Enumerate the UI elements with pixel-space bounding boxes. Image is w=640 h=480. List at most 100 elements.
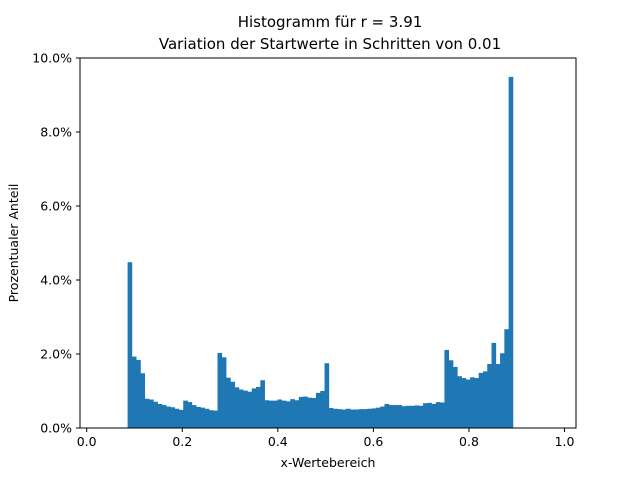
histogram-bar — [251, 388, 257, 428]
x-tick-label: 0.6 — [363, 434, 383, 449]
histogram-bar — [491, 342, 497, 428]
histogram-bar — [324, 363, 330, 428]
histogram-bar — [452, 366, 458, 428]
histogram-bar — [208, 410, 214, 428]
chart-subtitle: Variation der Startwerte in Schritten vo… — [159, 35, 501, 53]
histogram-bar — [410, 405, 415, 428]
histogram-bar — [238, 389, 244, 428]
histogram-bar — [363, 409, 368, 428]
histogram-bar — [427, 402, 432, 428]
histogram-bar — [457, 376, 462, 428]
histogram-bar — [294, 400, 300, 428]
histogram-bar — [161, 405, 167, 428]
histogram-bar — [204, 408, 210, 428]
histogram-bar — [260, 380, 265, 428]
histogram-bar — [504, 329, 509, 428]
histogram-bar — [333, 408, 338, 428]
y-axis-ticks: 0.0% 2.0% 4.0% 6.0% 8.0% 10.0% — [32, 51, 80, 436]
histogram-bar — [213, 410, 218, 428]
histogram-bar — [157, 403, 163, 428]
histogram-bar — [307, 397, 313, 428]
histogram-bar — [375, 407, 381, 428]
histogram-bar — [217, 352, 223, 428]
histogram-bar — [264, 400, 270, 428]
histogram-bar — [337, 409, 343, 428]
histogram-bar — [401, 406, 407, 428]
histogram-bar — [273, 400, 278, 428]
x-tick-label: 1.0 — [555, 434, 575, 449]
histogram-bar — [277, 399, 283, 428]
histogram-bar — [298, 396, 304, 428]
histogram-bar — [127, 262, 133, 428]
histogram-bar — [303, 396, 308, 428]
histogram-bar — [234, 387, 240, 428]
histogram-bar — [414, 405, 420, 428]
histogram-bar — [345, 408, 351, 428]
histogram-bar — [183, 400, 188, 428]
x-tick-label: 0.4 — [268, 434, 288, 449]
histogram-bar — [286, 401, 291, 428]
histogram-bar — [393, 405, 398, 428]
x-tick-label: 0.2 — [172, 434, 192, 449]
y-tick-label: 6.0% — [40, 199, 72, 214]
histogram-bar — [131, 356, 137, 428]
histogram-bar — [187, 402, 193, 428]
histogram-bar — [482, 371, 488, 428]
plot-frame — [79, 57, 577, 429]
histogram-bar — [221, 357, 227, 428]
histogram-bar — [354, 409, 360, 428]
histogram-bar — [448, 360, 454, 428]
histogram-bar — [178, 409, 184, 428]
histogram-bar — [487, 363, 492, 428]
histogram-bar — [136, 359, 141, 428]
y-tick-label: 4.0% — [40, 273, 72, 288]
histogram-bar — [281, 400, 287, 428]
histogram-bar — [397, 405, 402, 428]
histogram-bar — [144, 398, 150, 428]
histogram-bar — [367, 408, 372, 428]
histogram-bar — [290, 399, 295, 428]
histogram-bar — [200, 407, 206, 428]
histogram-bar — [174, 408, 180, 428]
histogram-bar — [256, 386, 261, 428]
histogram-bar — [405, 405, 411, 428]
histogram-bar — [470, 377, 475, 428]
histogram-bar — [380, 406, 385, 428]
x-tick-label: 0.8 — [459, 434, 479, 449]
histogram-bar — [149, 399, 154, 428]
y-axis-label: Prozentualer Anteil — [6, 184, 21, 303]
histogram-bar — [440, 402, 445, 428]
histogram-bar — [170, 407, 176, 428]
histogram-bar — [341, 409, 347, 428]
histogram-bar — [384, 403, 390, 428]
chart-title: Histogramm für r = 3.91 — [238, 13, 423, 31]
x-tick-label: 0.0 — [77, 434, 97, 449]
histogram-bar — [358, 409, 364, 428]
histogram-bar — [140, 373, 146, 428]
histogram-bar — [474, 378, 480, 428]
histogram-bar — [230, 381, 235, 428]
histogram-bar — [166, 406, 171, 428]
y-tick-label: 8.0% — [40, 125, 72, 140]
histogram-bar — [500, 353, 505, 428]
histogram-bar — [350, 409, 355, 428]
histogram-bar — [418, 405, 424, 428]
histogram-bar — [320, 391, 325, 428]
y-tick-label: 2.0% — [40, 347, 72, 362]
histogram-bar — [226, 377, 231, 428]
histogram-bar — [478, 372, 484, 428]
histogram-bar — [508, 76, 514, 429]
x-axis-label: x-Wertebereich — [281, 455, 376, 470]
histogram-bar — [465, 379, 471, 428]
histogram-bar — [196, 406, 201, 428]
histogram-bar — [315, 392, 321, 428]
histogram-bar — [461, 378, 467, 428]
histogram-bar — [371, 408, 377, 428]
histogram-bar — [191, 405, 197, 428]
histogram-bar — [243, 390, 248, 428]
histogram-bars — [127, 76, 514, 429]
x-axis-ticks: 0.0 0.2 0.4 0.6 0.8 1.0 — [77, 428, 575, 449]
histogram-bar — [328, 408, 334, 428]
histogram-bar — [247, 391, 253, 428]
